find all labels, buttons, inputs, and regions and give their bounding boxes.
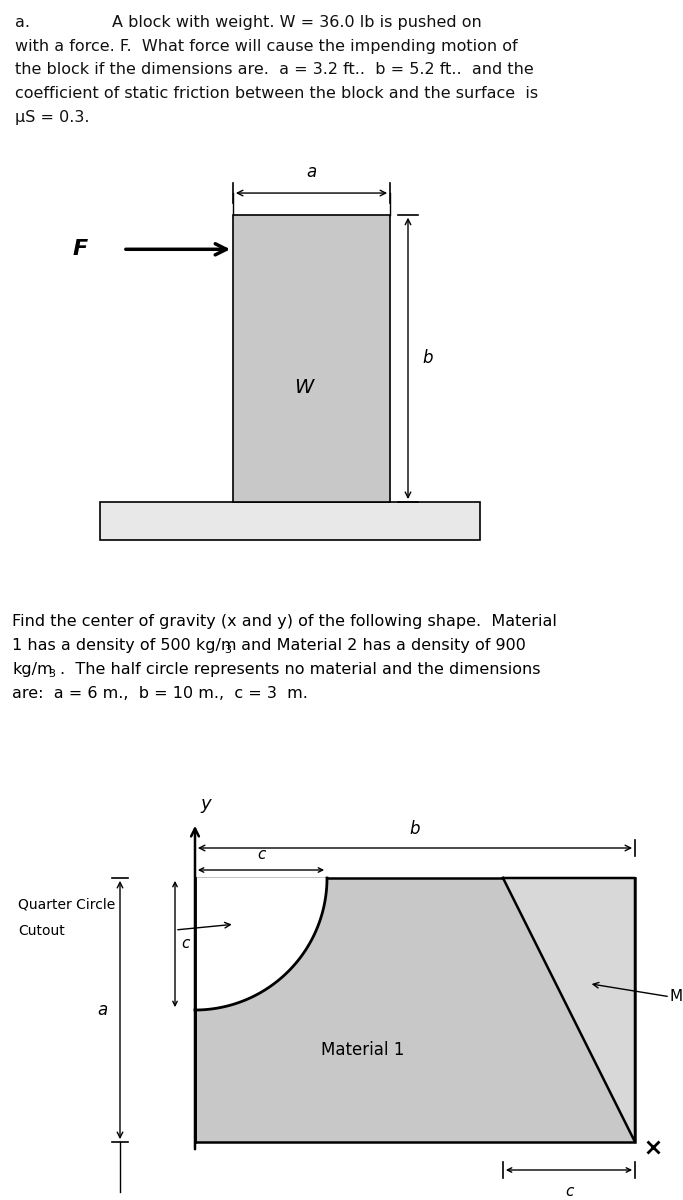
Text: .  The half circle represents no material and the dimensions: . The half circle represents no material… [60,662,540,677]
Text: μS = 0.3.: μS = 0.3. [15,110,89,125]
Text: with a force. F.  What force will cause the impending motion of: with a force. F. What force will cause t… [15,38,518,54]
Text: c: c [181,936,189,952]
Text: Find the center of gravity (x and y) of the following shape.  Material: Find the center of gravity (x and y) of … [12,614,557,629]
Text: Material 2: Material 2 [670,989,683,1004]
Text: a: a [98,1001,108,1019]
Bar [100,502,480,540]
Bar [195,878,635,1142]
Text: F: F [73,239,88,259]
Text: 1 has a density of 500 kg/m: 1 has a density of 500 kg/m [12,638,236,653]
Text: kg/m: kg/m [12,662,53,677]
Text: are:  a = 6 m.,  b = 10 m.,  c = 3  m.: are: a = 6 m., b = 10 m., c = 3 m. [12,686,308,701]
Text: coefficient of static friction between the block and the surface  is: coefficient of static friction between t… [15,86,538,101]
Text: b: b [422,349,432,367]
Bar [233,215,390,502]
Text: and Material 2 has a density of 900: and Material 2 has a density of 900 [236,638,526,653]
Text: b: b [410,820,420,838]
Text: W: W [294,378,313,396]
Polygon shape [195,878,327,1010]
Text: Quarter Circle: Quarter Circle [18,898,115,912]
Text: 3: 3 [48,670,55,679]
Text: Cutout: Cutout [18,924,65,938]
Polygon shape [503,878,635,1142]
Text: c: c [257,847,265,862]
Text: y: y [200,794,210,814]
Text: Material 1: Material 1 [320,1040,404,1058]
Text: a.                A block with weight. W = 36.0 lb is pushed on: a. A block with weight. W = 36.0 lb is p… [15,14,482,30]
Text: 3: 3 [224,646,231,655]
Text: c: c [565,1184,573,1199]
Text: the block if the dimensions are.  a = 3.2 ft..  b = 5.2 ft..  and the: the block if the dimensions are. a = 3.2… [15,62,533,77]
Text: a: a [307,163,317,181]
